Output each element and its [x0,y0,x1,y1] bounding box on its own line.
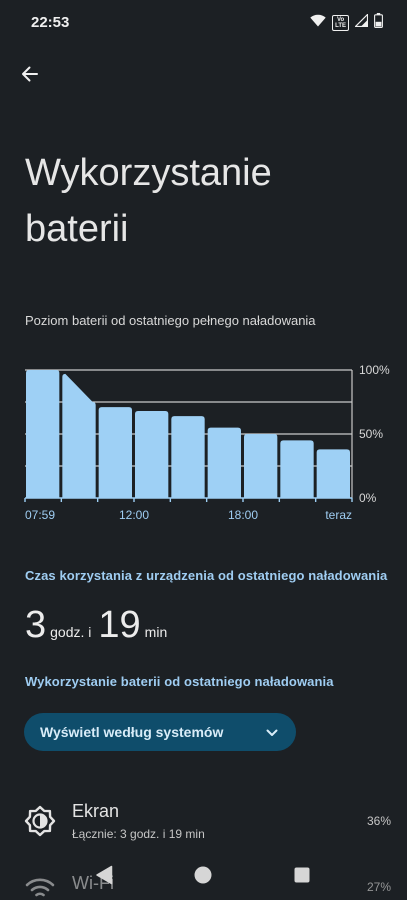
chart-bar [171,416,205,498]
volte-icon: Vo LTE [332,15,349,31]
nav-back-button[interactable] [93,865,115,890]
page-title: Wykorzystanie baterii [25,145,365,257]
nav-home-button[interactable] [192,866,214,888]
chart-x-label: teraz [325,508,352,522]
screen-time-minutes-unit: min [144,624,168,640]
status-icons: Vo LTE [310,13,383,33]
chart-x-label: 12:00 [119,508,149,522]
battery-icon [374,13,383,33]
chart-caption: Poziom baterii od ostatniego pełnego nał… [25,313,316,328]
chart-bar [98,407,132,498]
chart-y-label: 100% [359,363,390,377]
chart-bar [244,434,278,498]
chart-y-label: 50% [359,427,383,441]
status-time: 22:53 [31,14,70,31]
nav-recents-button[interactable] [291,866,313,888]
page-title-line1: Wykorzystanie [25,152,272,194]
chart-bar [135,410,169,498]
back-button[interactable] [14,60,46,92]
screen-time-minutes: 19 [98,604,141,646]
usage-row-name: Ekran [72,801,120,821]
usage-heading: Wykorzystanie baterii od ostatniego nała… [25,674,334,689]
usage-row-detail: Łącznie: 3 godz. i 19 min [72,827,205,841]
volte-top-text: Vo [336,17,345,23]
wifi-icon [24,873,56,900]
wifi-icon [310,14,326,32]
chart-bar [26,370,60,498]
usage-row-percent: 27% [366,880,391,894]
brightness-icon [24,805,56,837]
chart-bar [207,427,241,498]
battery-level-chart: 100% 50% 0% 07:59 12:00 18:00 teraz [24,363,390,522]
usage-row-percent: 36% [366,814,391,828]
recents-square-icon [294,867,310,888]
chevron-down-icon [266,724,278,740]
chart-x-label: 07:59 [25,508,55,522]
chart-bar [316,449,350,498]
navigation-bar [0,852,407,900]
view-by-systems-label: Wyświetl według systemów [40,724,224,740]
screen-time-hours: 3 [25,604,47,646]
screen-time-value: 3 godz. i 19 min [25,604,174,647]
arrow-back-icon [21,65,39,88]
signal-icon [354,13,369,32]
screen-time-hours-unit: godz. i [50,624,92,640]
view-by-systems-dropdown[interactable]: Wyświetl według systemów [24,713,296,751]
chart-bar [62,373,96,498]
chart-x-label: 18:00 [228,508,258,522]
home-circle-icon [194,866,212,889]
page-title-line2: baterii [25,208,129,250]
back-triangle-icon [95,865,113,890]
chart-y-label: 0% [359,491,377,505]
status-bar: 22:53 Vo LTE [0,0,407,46]
screen-time-heading: Czas korzystania z urządzenia od ostatni… [25,568,388,583]
volte-bottom-text: LTE [335,23,346,29]
chart-bar [280,440,314,498]
usage-row-screen[interactable]: Ekran Łącznie: 3 godz. i 19 min 36% [0,801,407,861]
